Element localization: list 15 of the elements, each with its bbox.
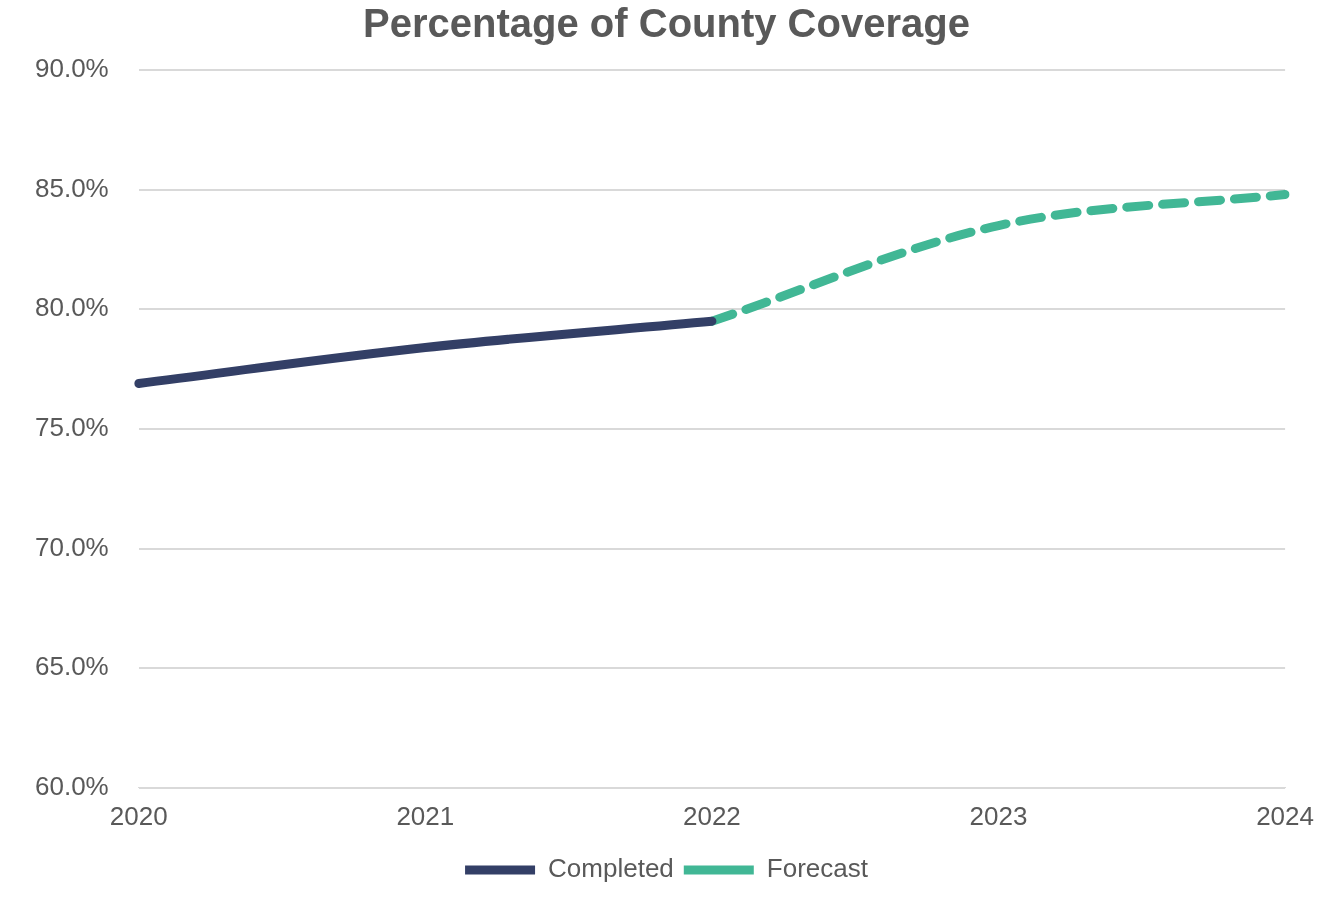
legend-label: Completed <box>548 853 674 884</box>
y-tick-label: 75.0% <box>34 412 109 443</box>
x-tick-label: 2022 <box>682 800 741 831</box>
y-tick-label: 90.0% <box>34 53 109 84</box>
chart-title: Percentage of County Coverage <box>363 1 970 46</box>
y-tick-label: 65.0% <box>34 651 109 682</box>
x-tick-label: 2023 <box>969 800 1028 831</box>
y-tick-label: 85.0% <box>34 172 109 203</box>
y-tick-label: 80.0% <box>34 292 109 323</box>
x-tick-label: 2021 <box>396 800 455 831</box>
x-tick-label: 2020 <box>109 800 168 831</box>
x-tick-label: 2024 <box>1256 800 1314 831</box>
y-tick-label: 60.0% <box>34 770 109 801</box>
legend-label: Forecast <box>766 853 869 884</box>
y-tick-label: 70.0% <box>34 531 109 562</box>
